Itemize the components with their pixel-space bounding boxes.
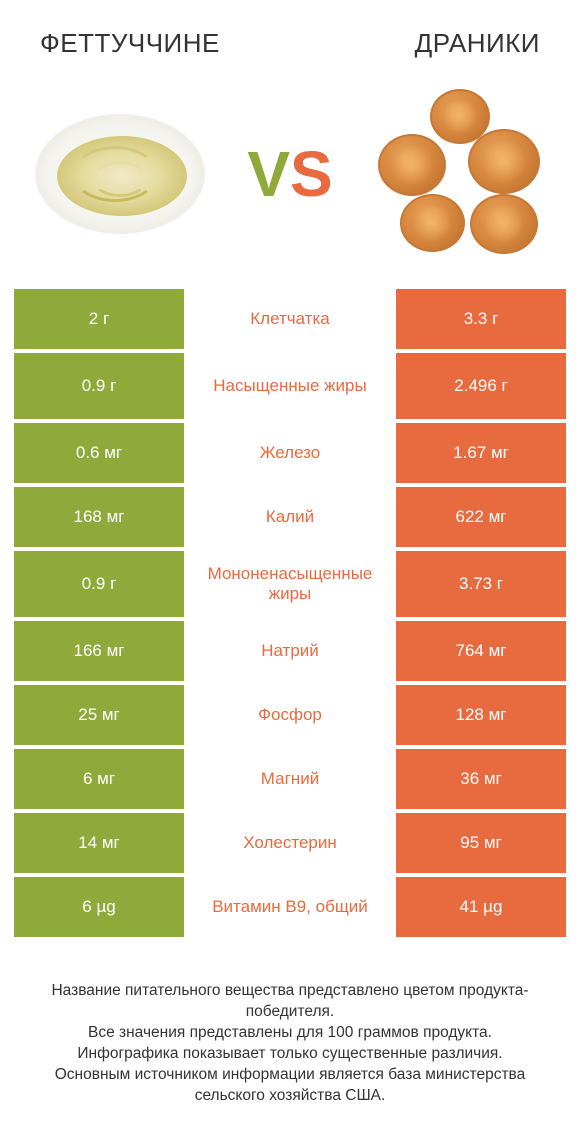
right-value: 2.496 г	[396, 353, 566, 419]
table-row: 6 мгМагний36 мг	[14, 749, 566, 809]
table-row: 0.6 мгЖелезо1.67 мг	[14, 423, 566, 483]
right-value: 3.3 г	[396, 289, 566, 349]
table-row: 25 мгФосфор128 мг	[14, 685, 566, 745]
left-value: 14 мг	[14, 813, 184, 873]
nutrient-label: Железо	[184, 423, 396, 483]
nutrient-label: Калий	[184, 487, 396, 547]
table-row: 166 мгНатрий764 мг	[14, 621, 566, 681]
left-product-image	[30, 84, 210, 264]
left-value: 6 µg	[14, 877, 184, 937]
header: ФЕТТУЧЧИНЕ ДРАНИКИ	[0, 0, 580, 69]
left-value: 0.9 г	[14, 353, 184, 419]
images-row: VS	[0, 69, 580, 289]
footer-line: Основным источником информации является …	[30, 1065, 550, 1107]
right-value: 41 µg	[396, 877, 566, 937]
left-value: 2 г	[14, 289, 184, 349]
fettuccine-icon	[35, 114, 205, 234]
nutrient-label: Насыщенные жиры	[184, 353, 396, 419]
right-value: 128 мг	[396, 685, 566, 745]
table-row: 0.9 гНасыщенные жиры2.496 г	[14, 353, 566, 419]
table-row: 168 мгКалий622 мг	[14, 487, 566, 547]
left-value: 6 мг	[14, 749, 184, 809]
draniki-icon	[370, 84, 550, 264]
left-value: 25 мг	[14, 685, 184, 745]
nutrient-label: Натрий	[184, 621, 396, 681]
right-value: 764 мг	[396, 621, 566, 681]
footer-text: Название питательного вещества представл…	[0, 941, 580, 1107]
table-row: 14 мгХолестерин95 мг	[14, 813, 566, 873]
right-product-title: ДРАНИКИ	[415, 28, 540, 59]
comparison-table: 2 гКлетчатка3.3 г0.9 гНасыщенные жиры2.4…	[0, 289, 580, 937]
nutrient-label: Клетчатка	[184, 289, 396, 349]
table-row: 6 µgВитамин B9, общий41 µg	[14, 877, 566, 937]
nutrient-label: Магний	[184, 749, 396, 809]
right-value: 3.73 г	[396, 551, 566, 617]
right-value: 36 мг	[396, 749, 566, 809]
footer-line: Инфографика показывает только существенн…	[30, 1044, 550, 1065]
right-value: 1.67 мг	[396, 423, 566, 483]
table-row: 0.9 гМононенасыщенные жиры3.73 г	[14, 551, 566, 617]
nutrient-label: Фосфор	[184, 685, 396, 745]
right-value: 622 мг	[396, 487, 566, 547]
vs-v: V	[247, 137, 290, 211]
left-value: 168 мг	[14, 487, 184, 547]
vs-s: S	[290, 137, 333, 211]
table-row: 2 гКлетчатка3.3 г	[14, 289, 566, 349]
footer-line: Название питательного вещества представл…	[30, 981, 550, 1023]
vs-label: VS	[247, 137, 332, 211]
nutrient-label: Витамин B9, общий	[184, 877, 396, 937]
left-value: 166 мг	[14, 621, 184, 681]
right-value: 95 мг	[396, 813, 566, 873]
footer-line: Все значения представлены для 100 граммо…	[30, 1023, 550, 1044]
left-product-title: ФЕТТУЧЧИНЕ	[40, 28, 220, 59]
nutrient-label: Холестерин	[184, 813, 396, 873]
left-value: 0.6 мг	[14, 423, 184, 483]
nutrient-label: Мононенасыщенные жиры	[184, 551, 396, 617]
right-product-image	[370, 84, 550, 264]
left-value: 0.9 г	[14, 551, 184, 617]
